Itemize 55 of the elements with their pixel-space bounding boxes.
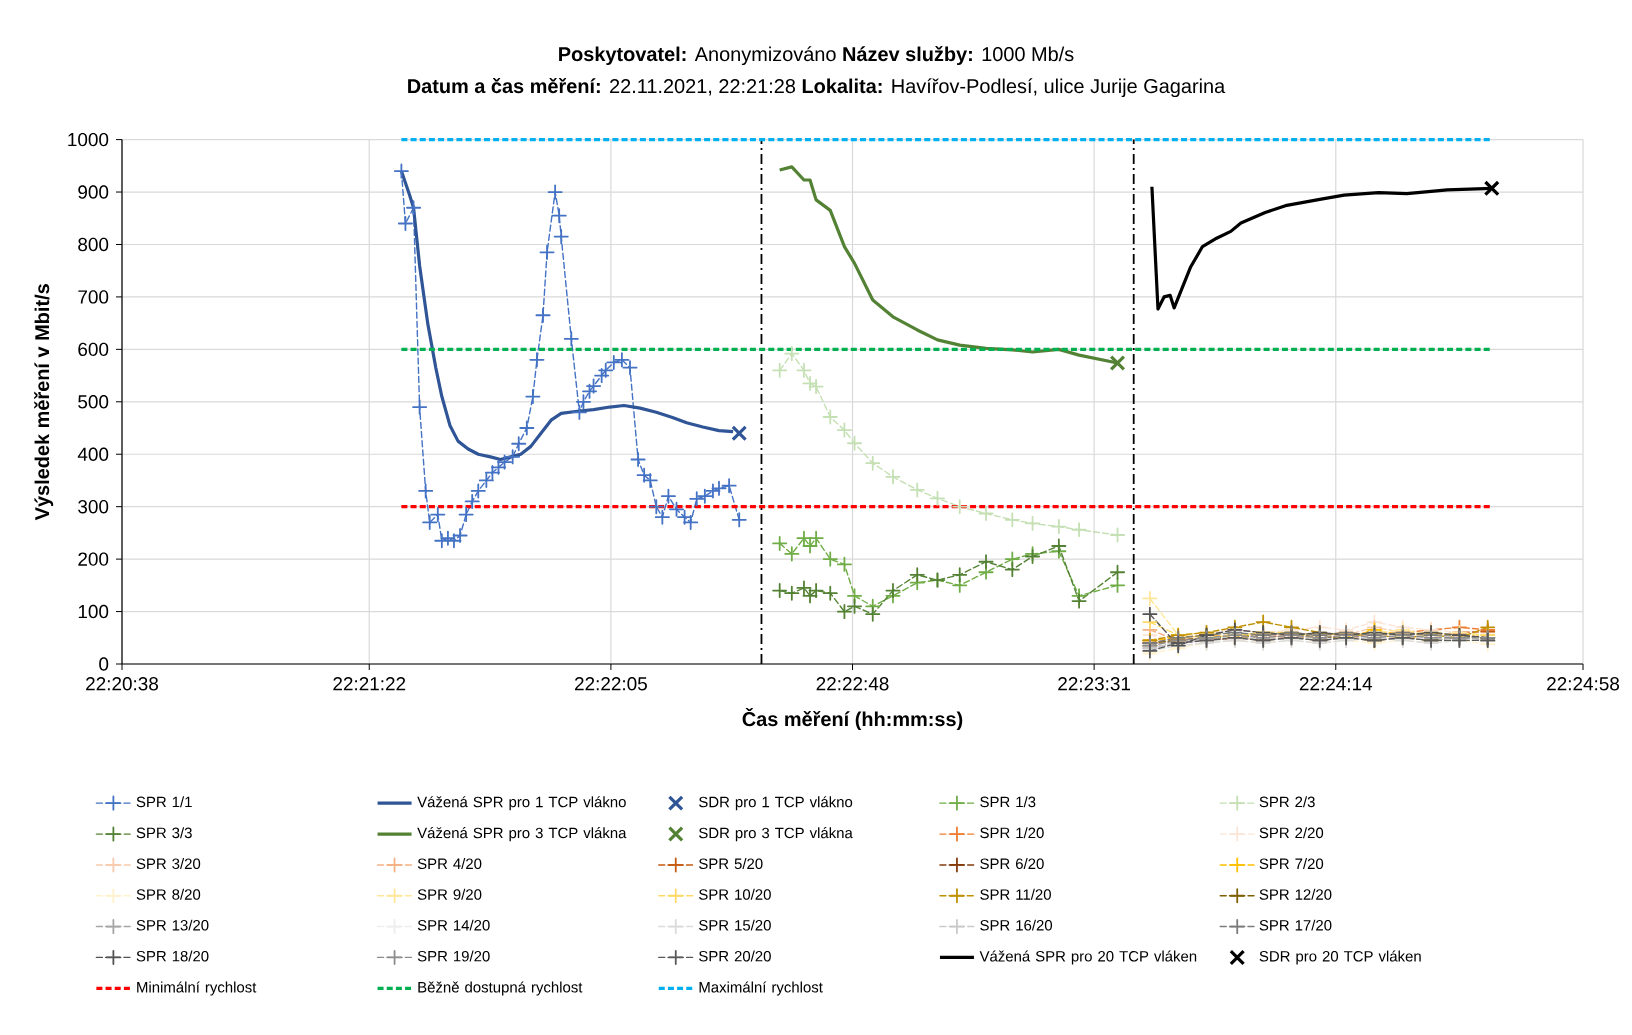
x-tick-label: 22:23:31 bbox=[1058, 677, 1131, 691]
legend-label: SPR 16/20 bbox=[980, 919, 1053, 931]
legend-label: Vážená SPR pro 1 TCP vlákno bbox=[417, 796, 626, 811]
chart-subtitle: Datum a čas měření: 22.11.2021, 22:21:28 Lokalita: Havířov-Podlesí, ulice Jurije Gagarina bbox=[408, 78, 1226, 98]
legend-label: SPR 2/3 bbox=[1259, 796, 1315, 808]
legend-label: SPR 20/20 bbox=[699, 950, 771, 962]
y-tick-label: 900 bbox=[78, 185, 109, 199]
x-tick-label: 22:22:05 bbox=[574, 677, 647, 691]
legend-label: SPR 12/20 bbox=[1259, 888, 1332, 900]
y-tick-label: 500 bbox=[78, 395, 109, 409]
legend-label: Minimální rychlost bbox=[137, 981, 257, 996]
legend-label: SPR 19/20 bbox=[417, 950, 490, 962]
legend-label: SPR 13/20 bbox=[136, 919, 209, 931]
legend-label: SPR 5/20 bbox=[699, 858, 763, 870]
legend-label: Maximální rychlost bbox=[699, 981, 823, 996]
chart-title: Poskytovatel: Anonymizováno Název služby: 1000 Mb/s bbox=[559, 46, 1074, 66]
legend-label: Běžně dostupná rychlost bbox=[418, 981, 583, 996]
legend-label: Vážená SPR pro 20 TCP vláken bbox=[979, 950, 1197, 965]
legend-label: Vážená SPR pro 3 TCP vlákna bbox=[417, 827, 627, 842]
x-tick-label: 22:24:58 bbox=[1547, 677, 1620, 691]
legend-label: SPR 3/20 bbox=[136, 858, 201, 870]
legend-label: SPR 8/20 bbox=[136, 888, 201, 900]
legend-label: SPR 14/20 bbox=[417, 919, 490, 931]
legend-label: SPR 17/20 bbox=[1259, 919, 1332, 931]
y-tick-label: 700 bbox=[78, 290, 109, 304]
legend-label: SDR pro 3 TCP vlákna bbox=[699, 827, 853, 842]
legend-label: SPR 1/3 bbox=[980, 796, 1036, 808]
legend-label: SPR 7/20 bbox=[1259, 858, 1324, 870]
y-tick-label: 600 bbox=[78, 342, 109, 357]
y-tick-label: 200 bbox=[78, 552, 109, 566]
y-tick-label: 100 bbox=[78, 604, 109, 619]
y-axis-title: Výsledek měření v Mbit/s bbox=[34, 284, 54, 521]
legend-label: SPR 10/20 bbox=[699, 888, 771, 900]
legend-label: SDR pro 20 TCP vláken bbox=[1259, 950, 1421, 965]
y-tick-label: 800 bbox=[78, 237, 109, 252]
legend-label: SPR 3/3 bbox=[136, 827, 192, 839]
legend-label: SPR 18/20 bbox=[136, 950, 209, 962]
legend-label: SPR 6/20 bbox=[980, 858, 1044, 870]
x-tick-label: 22:24:14 bbox=[1299, 677, 1373, 691]
x-axis-title: Čas měření (hh:mm:ss) bbox=[742, 708, 963, 731]
x-tick-label: 22:20:38 bbox=[86, 677, 159, 691]
legend-label: SPR 1/1 bbox=[136, 796, 192, 808]
legend-label: SDR pro 1 TCP vlákno bbox=[699, 796, 853, 811]
x-tick-label: 22:21:22 bbox=[333, 677, 406, 691]
legend-label: SPR 1/20 bbox=[980, 827, 1044, 839]
y-tick-label: 300 bbox=[78, 499, 109, 514]
legend-label: SPR 15/20 bbox=[699, 919, 771, 931]
y-tick-label: 400 bbox=[77, 447, 109, 461]
x-tick-label: 22:22:48 bbox=[816, 677, 889, 691]
y-tick-label: 1000 bbox=[68, 132, 109, 147]
y-tick-label: 0 bbox=[99, 657, 109, 671]
legend-label: SPR 2/20 bbox=[1259, 827, 1324, 839]
legend-label: SPR 4/20 bbox=[417, 858, 482, 870]
legend-label: SPR 9/20 bbox=[417, 888, 482, 900]
legend-label: SPR 11/20 bbox=[980, 888, 1051, 900]
